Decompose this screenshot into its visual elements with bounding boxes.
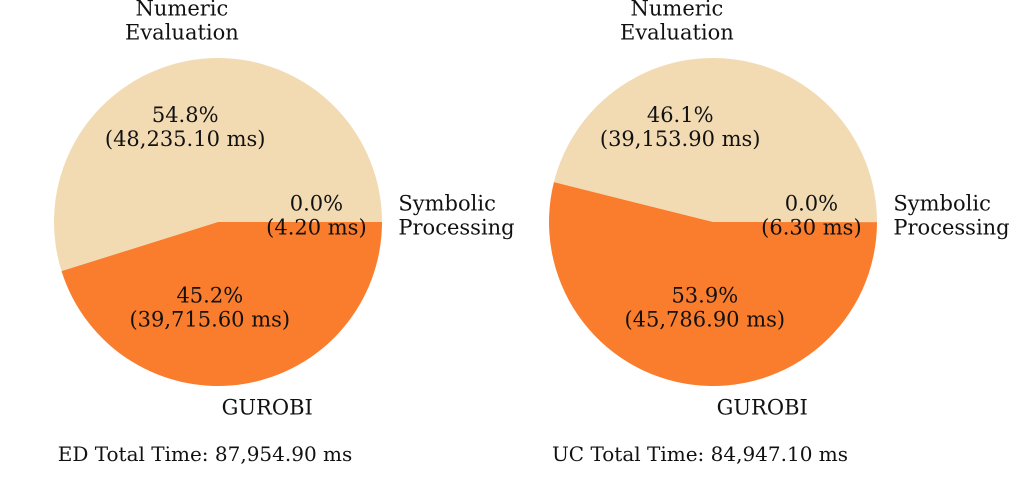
slice-name-label: Symbolic Processing <box>893 191 1009 239</box>
slice-name-line: Numeric <box>136 0 229 20</box>
pie-slice-gurobi <box>549 182 877 386</box>
slice-name-line: GUROBI <box>717 395 808 419</box>
pie-chart-ed: Numeric Evaluation 54.8%(48,235.10 ms) GURO… <box>53 0 515 466</box>
slice-value-label: (6.30 ms) <box>761 215 862 239</box>
slice-value-label: (39,153.90 ms) <box>600 127 761 151</box>
slice-value-label: (45,786.90 ms) <box>624 307 785 331</box>
slice-value-label: (48,235.10 ms) <box>105 127 266 151</box>
slice-name-line: Processing <box>398 215 514 239</box>
total-time-label: ED Total Time: 87,954.90 ms <box>58 442 353 466</box>
slice-value-label: (39,715.60 ms) <box>129 307 290 331</box>
slice-percent-label: 45.2% <box>176 283 243 307</box>
pie-slice-numeric-evaluation <box>553 57 877 223</box>
slice-percent-label: 53.9% <box>671 283 738 307</box>
slice-name-line: Processing <box>893 215 1009 239</box>
slice-name-label: GUROBI <box>222 395 313 419</box>
slice-percent-label: 46.1% <box>647 103 714 127</box>
slice-percent-label: 0.0% <box>785 191 838 215</box>
slice-name-line: Numeric <box>631 0 724 20</box>
slice-name-line: Symbolic <box>398 191 495 215</box>
slice-name-label: Numeric Evaluation <box>125 0 239 44</box>
pie-slice-gurobi <box>61 222 382 386</box>
pie-slice-numeric-evaluation <box>53 57 383 272</box>
slice-name-line: Evaluation <box>125 20 239 44</box>
slice-name-line: Symbolic <box>893 191 990 215</box>
slice-name-label: Symbolic Processing <box>398 191 514 239</box>
slice-percent-label: 0.0% <box>290 191 343 215</box>
total-time-label: UC Total Time: 84,947.10 ms <box>552 442 848 466</box>
slice-name-line: Evaluation <box>620 20 734 44</box>
slice-name-label: Numeric Evaluation <box>620 0 734 44</box>
slice-name-label: GUROBI <box>717 395 808 419</box>
pie-chart-uc: Numeric Evaluation 46.1%(39,153.90 ms) GURO… <box>549 0 1010 466</box>
slice-percent-label: 54.8% <box>152 103 219 127</box>
slice-value-label: (4.20 ms) <box>266 215 367 239</box>
slice-name-line: GUROBI <box>222 395 313 419</box>
